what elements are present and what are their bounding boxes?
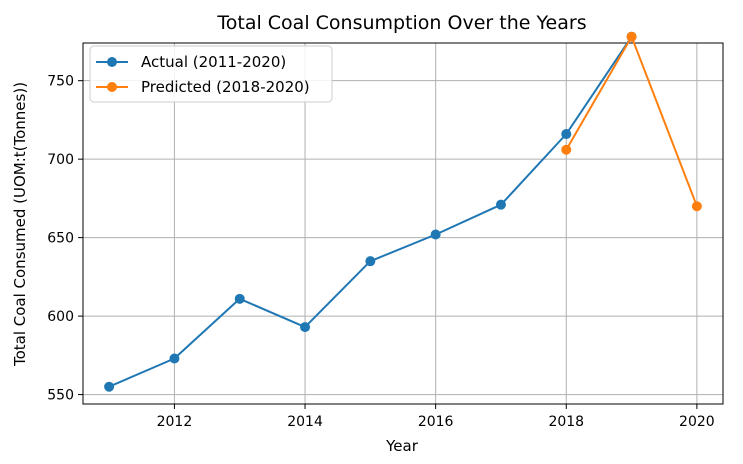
legend: Actual (2011-2020) Predicted (2018-2020) bbox=[89, 45, 333, 103]
x-tick-label: 2014 bbox=[287, 414, 323, 430]
legend-predicted-label: Predicted (2018-2020) bbox=[141, 78, 310, 96]
plot-area-frame bbox=[82, 42, 724, 405]
grid bbox=[83, 43, 723, 404]
data-point-actual bbox=[561, 129, 572, 140]
axis-ticks: 2012 2014 2016 2018 2020 550 600 650 700 750 bbox=[47, 74, 714, 430]
data-point-predicted bbox=[561, 144, 572, 155]
legend-box bbox=[89, 45, 333, 103]
chart-title: Total Coal Consumption Over the Years bbox=[216, 12, 586, 34]
x-tick-label: 2020 bbox=[679, 414, 715, 430]
data-point-actual bbox=[495, 199, 506, 210]
y-tick-label: 650 bbox=[47, 231, 74, 247]
y-tick-label: 750 bbox=[47, 74, 74, 90]
y-tick-label: 700 bbox=[47, 152, 74, 168]
data-point-actual bbox=[365, 256, 376, 267]
legend-actual-label: Actual (2011-2020) bbox=[141, 53, 286, 71]
legend-predicted-marker bbox=[107, 82, 117, 92]
data-point-actual bbox=[104, 381, 115, 392]
data-point-predicted bbox=[626, 31, 637, 42]
y-axis-label: Total Coal Consumed (UOM:t(Tonnes)) bbox=[11, 82, 29, 367]
data-point-actual bbox=[430, 229, 441, 240]
y-tick-label: 600 bbox=[47, 309, 74, 325]
x-tick-label: 2012 bbox=[157, 414, 193, 430]
x-axis-label: Year bbox=[385, 437, 419, 455]
x-tick-label: 2018 bbox=[548, 414, 584, 430]
series bbox=[104, 31, 702, 392]
data-point-predicted bbox=[691, 201, 702, 212]
data-point-actual bbox=[300, 322, 311, 333]
data-point-actual bbox=[234, 293, 245, 304]
x-tick-label: 2016 bbox=[418, 414, 454, 430]
series-line-predicted bbox=[565, 35, 698, 207]
y-tick-label: 550 bbox=[47, 388, 74, 404]
data-point-actual bbox=[169, 353, 180, 364]
legend-actual-marker bbox=[107, 57, 117, 67]
